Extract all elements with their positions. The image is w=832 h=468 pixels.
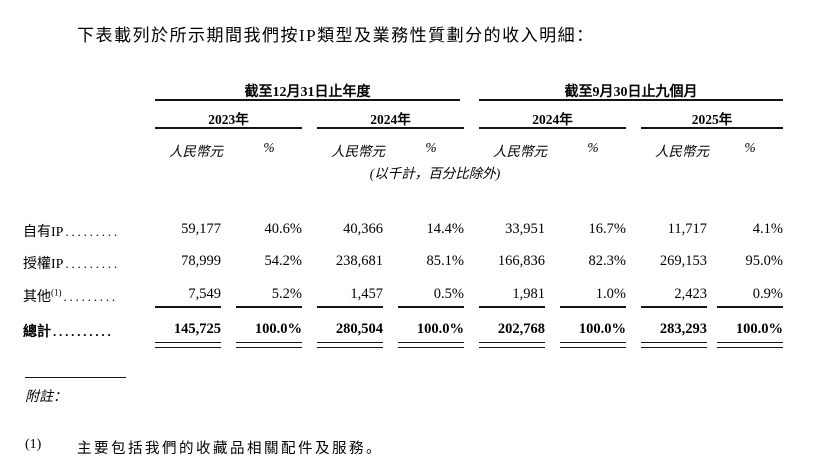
table-cell: 238,681 bbox=[335, 253, 383, 269]
subtotal-rule bbox=[398, 306, 464, 308]
table-cell: 14.4% bbox=[426, 221, 464, 237]
table-cell: 0.5% bbox=[433, 286, 464, 302]
table-cell: 78,999 bbox=[181, 253, 221, 269]
year-rule-1 bbox=[155, 127, 302, 129]
total-double-rule bbox=[155, 342, 221, 348]
table-cell-total: 100.0% bbox=[254, 321, 302, 337]
col-header-pct-3: % bbox=[587, 140, 599, 155]
table-cell: 59,177 bbox=[181, 221, 221, 237]
col-header-rmb-3: 人民幣元 bbox=[493, 144, 547, 159]
col-header-pct-2: % bbox=[425, 140, 437, 155]
total-double-rule bbox=[641, 342, 707, 348]
total-double-rule bbox=[479, 342, 545, 348]
period-group-1-label: 截至12月31日止年度 bbox=[244, 85, 371, 100]
table-cell-total: 283,293 bbox=[659, 321, 707, 337]
table-cell: 33,951 bbox=[505, 221, 545, 237]
table-cell-total: 202,768 bbox=[497, 321, 545, 337]
table-cell-total: 100.0% bbox=[735, 321, 783, 337]
subtotal-rule bbox=[641, 306, 707, 308]
table-cell: 85.1% bbox=[426, 253, 464, 269]
row-label-others: 其他(1)......... bbox=[23, 287, 118, 305]
col-header-rmb-1: 人民幣元 bbox=[169, 144, 223, 159]
subtotal-rule bbox=[155, 306, 221, 308]
row-label-total: 總計.......... bbox=[23, 324, 114, 340]
table-cell: 5.2% bbox=[271, 286, 302, 302]
row-label-own-ip: 自有IP......... bbox=[23, 224, 120, 240]
table-cell: 166,836 bbox=[497, 253, 545, 269]
year-header-2024b: 2024年 bbox=[532, 112, 573, 127]
subtotal-rule bbox=[560, 306, 626, 308]
total-double-rule bbox=[717, 342, 783, 348]
table-cell: 54.2% bbox=[264, 253, 302, 269]
footnote-text: 主要包括我們的收藏品相關配件及服務。 bbox=[77, 441, 383, 457]
notes-heading: 附註： bbox=[25, 390, 67, 405]
year-header-2023: 2023年 bbox=[208, 112, 249, 127]
dot-leader: ......... bbox=[65, 256, 120, 271]
subtotal-rule bbox=[236, 306, 302, 308]
table-cell: 1,981 bbox=[512, 286, 545, 302]
footnote-ref: (1) bbox=[51, 287, 62, 298]
period-group-2-rule bbox=[479, 99, 783, 101]
year-header-2025: 2025年 bbox=[691, 112, 733, 127]
subtotal-rule bbox=[317, 306, 383, 308]
table-cell: 16.7% bbox=[588, 221, 626, 237]
dot-leader: ......... bbox=[65, 224, 120, 239]
total-double-rule bbox=[560, 342, 626, 348]
table-cell: 11,717 bbox=[667, 221, 707, 237]
year-rule-4 bbox=[641, 127, 783, 129]
table-cell: 4.1% bbox=[752, 221, 783, 237]
table-cell: 82.3% bbox=[588, 253, 626, 269]
footnote-marker: (1) bbox=[25, 437, 42, 452]
total-double-rule bbox=[236, 342, 302, 348]
table-cell-total: 100.0% bbox=[578, 321, 626, 337]
year-rule-3 bbox=[479, 127, 626, 129]
table-cell: 40,366 bbox=[343, 221, 383, 237]
total-double-rule bbox=[317, 342, 383, 348]
row-label-licensed-ip: 授權IP......... bbox=[23, 256, 120, 272]
table-cell-total: 100.0% bbox=[416, 321, 464, 337]
dot-leader: .......... bbox=[53, 324, 114, 339]
table-cell: 95.0% bbox=[745, 253, 783, 269]
year-rule-2 bbox=[317, 127, 464, 129]
subtotal-rule bbox=[479, 306, 545, 308]
subtotal-rule bbox=[717, 306, 783, 308]
table-cell: 7,549 bbox=[188, 286, 221, 302]
col-header-pct-1: % bbox=[263, 140, 275, 155]
footnote-separator-rule bbox=[25, 377, 126, 378]
year-header-2024a: 2024年 bbox=[370, 112, 411, 127]
table-cell: 1,457 bbox=[350, 286, 383, 302]
period-group-1-rule bbox=[155, 99, 460, 101]
col-header-rmb-2: 人民幣元 bbox=[331, 144, 385, 159]
table-cell: 2,423 bbox=[674, 286, 707, 302]
table-cell: 0.9% bbox=[752, 286, 783, 302]
table-cell: 40.6% bbox=[264, 221, 302, 237]
col-header-pct-4: % bbox=[744, 140, 756, 155]
col-header-rmb-4: 人民幣元 bbox=[655, 144, 709, 159]
unit-note: (以千計，百分比除外) bbox=[369, 166, 501, 181]
table-cell: 269,153 bbox=[659, 253, 707, 269]
intro-text: 下表載列於所示期間我們按IP類型及業務性質劃分的收入明細： bbox=[77, 26, 595, 45]
period-group-2-label: 截至9月30日止九個月 bbox=[564, 85, 698, 100]
table-cell-total: 145,725 bbox=[173, 321, 221, 337]
dot-leader: ......... bbox=[63, 289, 118, 304]
total-double-rule bbox=[398, 342, 464, 348]
table-cell-total: 280,504 bbox=[335, 321, 383, 337]
table-cell: 1.0% bbox=[595, 286, 626, 302]
